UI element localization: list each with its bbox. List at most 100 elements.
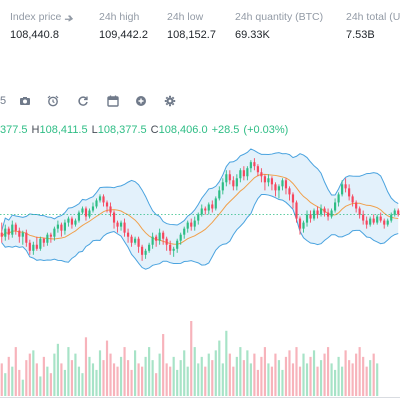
candle-body xyxy=(130,236,133,243)
stat-value: 7.53B xyxy=(346,29,375,41)
candle-body xyxy=(0,232,3,237)
candle-body xyxy=(221,182,224,191)
candle-body xyxy=(148,244,151,251)
stat-label: 24h quantity (BTC) xyxy=(235,11,324,23)
volume-bar xyxy=(341,366,344,396)
candle-body xyxy=(305,214,309,223)
volume-bar xyxy=(42,356,45,396)
candle-body xyxy=(281,180,284,187)
candle-body xyxy=(348,188,351,197)
candle-body xyxy=(330,210,333,217)
candle-body xyxy=(165,238,168,245)
candle-body xyxy=(267,178,270,183)
calendar-icon[interactable] xyxy=(106,94,120,108)
volume-bar xyxy=(284,356,288,396)
volume-bar xyxy=(21,379,24,396)
ohlc-open-value: 377.5 xyxy=(0,124,28,136)
candle-body xyxy=(397,210,400,215)
candle-body xyxy=(28,242,31,251)
volume-bar xyxy=(344,350,347,396)
volume-bar xyxy=(277,360,281,396)
candle-body xyxy=(197,214,200,221)
volume-bar xyxy=(228,353,231,396)
volume-bar xyxy=(11,366,14,396)
volume-bar xyxy=(49,373,52,396)
candle-body xyxy=(351,196,354,203)
candle-body xyxy=(383,220,386,225)
volume-bar xyxy=(330,363,333,396)
settings-icon[interactable] xyxy=(163,94,177,108)
volume-bar xyxy=(281,369,284,396)
volume-bar xyxy=(351,363,354,396)
candle-body xyxy=(204,208,207,211)
volume-bar xyxy=(176,369,179,396)
volume-bar xyxy=(32,350,35,396)
volume-bar xyxy=(116,366,119,396)
candle-body xyxy=(11,224,14,235)
volume-bar xyxy=(67,347,70,396)
candle-body xyxy=(379,216,382,221)
candle-body xyxy=(386,220,389,225)
external-arrow-icon[interactable] xyxy=(64,13,74,22)
candle-body xyxy=(270,178,274,185)
volume-bar xyxy=(302,353,305,396)
candle-body xyxy=(214,198,217,209)
volume-bar xyxy=(225,330,228,396)
candle-body xyxy=(119,222,123,227)
candle-body xyxy=(158,232,161,241)
volume-bar xyxy=(253,353,256,396)
volume-bar xyxy=(190,321,193,396)
candle-body xyxy=(169,244,172,251)
volume-bar xyxy=(53,353,56,396)
volume-bar xyxy=(84,337,88,396)
candle-body xyxy=(186,222,189,229)
camera-icon[interactable] xyxy=(18,94,32,108)
volume-bar xyxy=(18,369,21,396)
candle-body xyxy=(84,208,88,217)
candle-body xyxy=(126,232,130,237)
volume-bar xyxy=(14,347,17,396)
volume-bar xyxy=(197,363,200,396)
volume-bar xyxy=(109,353,112,396)
volume-bar xyxy=(263,347,266,396)
ohlc-close-value: 108,406.0 xyxy=(158,124,208,136)
add-icon[interactable] xyxy=(134,94,148,108)
candle-body xyxy=(218,190,221,199)
candle-body xyxy=(390,214,393,221)
stat-label: 24h low xyxy=(167,11,204,23)
stat-index-price[interactable]: Index price 108,440.8 xyxy=(10,11,74,41)
volume-bar xyxy=(144,356,147,396)
volume-bar xyxy=(158,353,161,396)
volume-bar xyxy=(323,353,326,396)
volume-bar xyxy=(267,363,270,396)
candle-body xyxy=(91,206,95,211)
candle-body xyxy=(98,196,102,201)
volume-bar xyxy=(207,353,210,396)
volume-bar xyxy=(162,334,165,396)
volume-bar xyxy=(260,356,263,396)
volume-bar xyxy=(235,356,238,396)
candle-body xyxy=(358,208,361,215)
candle-body xyxy=(144,250,147,255)
candle-body xyxy=(179,234,182,241)
candle-body xyxy=(207,204,210,211)
volume-bar xyxy=(56,343,59,396)
candle-body xyxy=(316,210,319,215)
volume-bar xyxy=(165,363,168,396)
volume-bar xyxy=(218,340,221,396)
candle-body xyxy=(319,208,323,215)
volume-bar xyxy=(295,347,298,396)
candle-body xyxy=(369,218,372,225)
volume-bar xyxy=(348,360,351,396)
volume-bar xyxy=(28,353,31,396)
volume-bar xyxy=(312,350,316,396)
indicator-icon[interactable]: 5 xyxy=(0,95,7,107)
refresh-icon[interactable] xyxy=(76,94,90,108)
candle-body xyxy=(341,184,344,195)
candlestick-chart[interactable] xyxy=(0,118,400,397)
volume-bar xyxy=(326,347,330,396)
volume-bar xyxy=(148,347,151,396)
alarm-clock-icon[interactable] xyxy=(46,94,60,108)
chart-bottom-border xyxy=(0,397,400,398)
candle-body xyxy=(288,188,291,195)
